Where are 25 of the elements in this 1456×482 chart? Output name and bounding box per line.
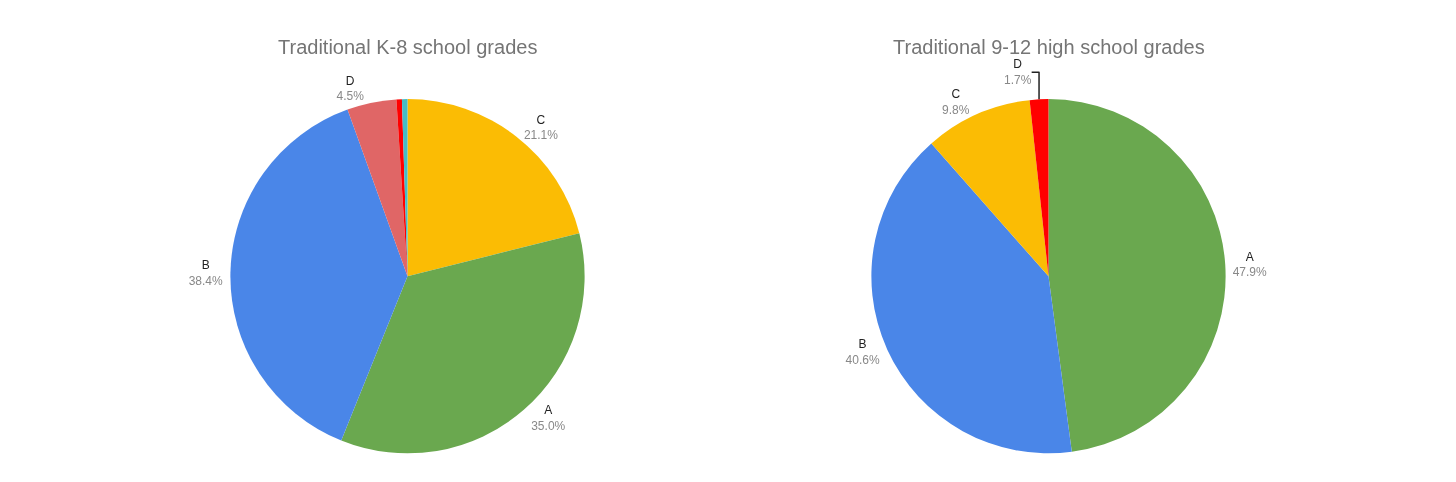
pie-slice xyxy=(407,99,580,277)
pie-slice xyxy=(931,100,1049,277)
slice-label: C xyxy=(536,112,546,127)
slice-label: B xyxy=(858,337,867,352)
data-label: 38.4% xyxy=(188,273,224,288)
pie-slice xyxy=(1048,99,1226,452)
data-label: 1.7% xyxy=(1003,72,1032,87)
data-label: 4.5% xyxy=(336,89,365,104)
slice-label: D xyxy=(1013,57,1023,72)
slice-label: D xyxy=(345,73,355,88)
pie-slice xyxy=(341,233,585,454)
data-label: 47.9% xyxy=(1232,265,1267,280)
pie-slice xyxy=(401,99,408,277)
data-label: 40.6% xyxy=(845,352,880,367)
data-label: 9.8% xyxy=(942,102,970,117)
slice-label: B xyxy=(201,258,210,273)
pie-slice xyxy=(230,109,408,441)
data-label: 21.1% xyxy=(523,128,559,143)
slice-label: A xyxy=(1245,249,1254,264)
pie-slice xyxy=(1029,99,1049,277)
data-label: 35.0% xyxy=(531,419,566,434)
slice-label: C xyxy=(951,86,961,101)
slice-label: A xyxy=(544,403,553,418)
chart-title: Traditional 9-12 high school grades xyxy=(893,36,1205,58)
chart-title: Traditional K-8 school grades xyxy=(278,36,538,58)
